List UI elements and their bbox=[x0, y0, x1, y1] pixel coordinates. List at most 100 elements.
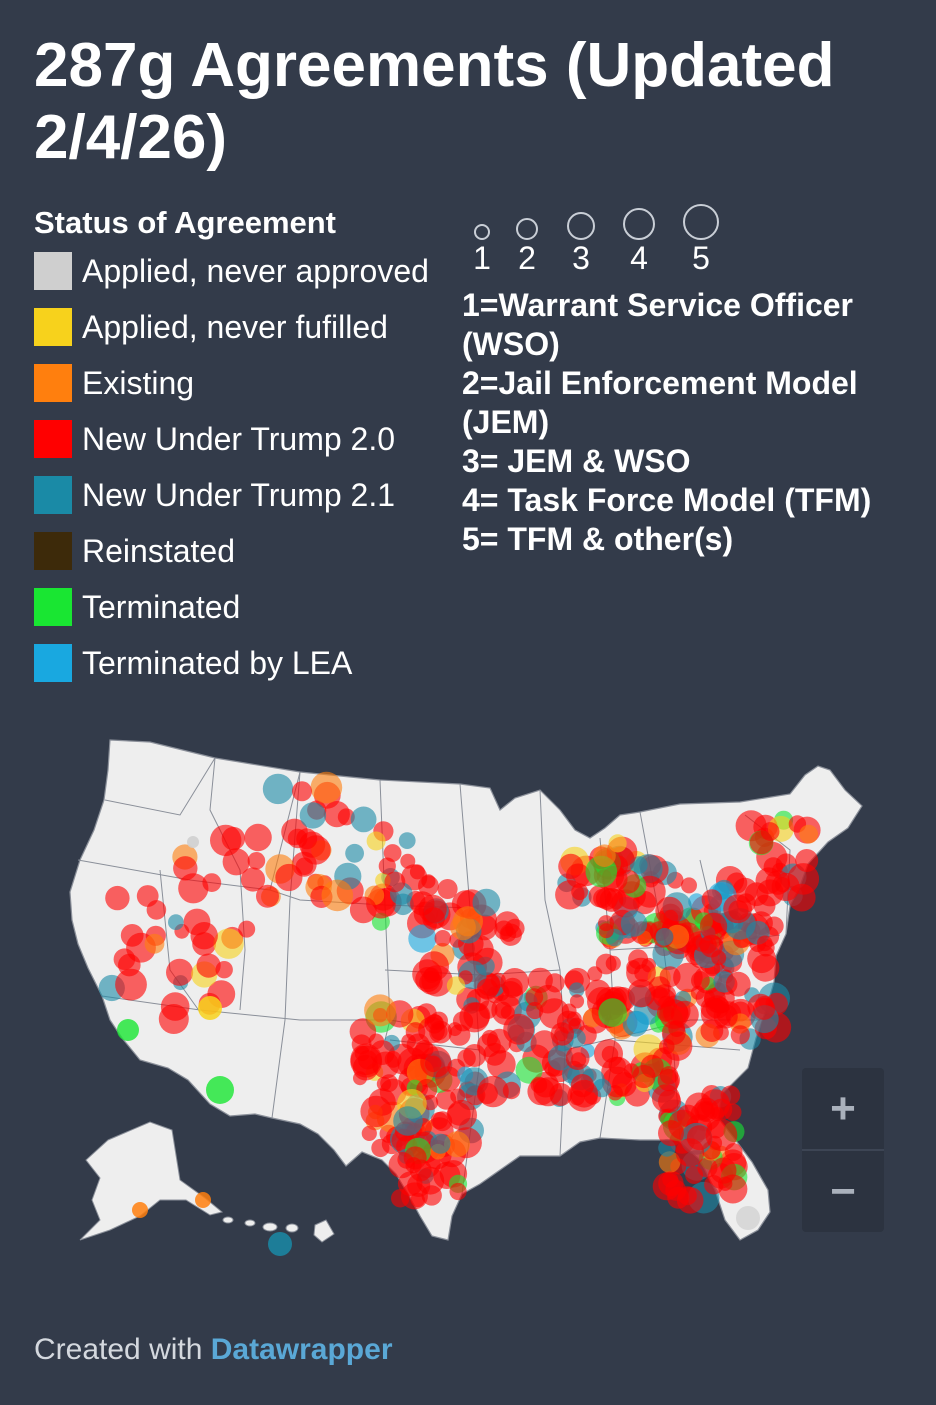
agreement-dot[interactable] bbox=[658, 1151, 681, 1173]
agreement-dot[interactable] bbox=[457, 1049, 476, 1068]
agreement-dot[interactable] bbox=[658, 1120, 684, 1147]
agreement-dot[interactable] bbox=[437, 879, 458, 899]
agreement-dot[interactable] bbox=[736, 1206, 760, 1230]
agreement-dot[interactable] bbox=[503, 1013, 535, 1045]
agreement-dot[interactable] bbox=[351, 1034, 372, 1055]
agreement-dot[interactable] bbox=[659, 1066, 679, 1085]
agreement-dot[interactable] bbox=[472, 888, 501, 917]
agreement-dot[interactable] bbox=[595, 887, 619, 910]
agreement-dot[interactable] bbox=[756, 879, 784, 907]
agreement-dot[interactable] bbox=[195, 1192, 211, 1208]
agreement-dot[interactable] bbox=[494, 920, 514, 940]
zoom-in-button[interactable]: + bbox=[830, 1083, 856, 1133]
agreement-dot[interactable] bbox=[213, 928, 244, 959]
agreement-dot[interactable] bbox=[238, 920, 256, 938]
agreement-dot[interactable] bbox=[292, 781, 312, 802]
agreement-dot[interactable] bbox=[384, 1051, 402, 1068]
zoom-out-button[interactable]: − bbox=[830, 1166, 856, 1216]
agreement-dot[interactable] bbox=[187, 836, 199, 848]
agreement-dot[interactable] bbox=[685, 1166, 704, 1184]
agreement-dot[interactable] bbox=[361, 1125, 377, 1141]
agreement-dot[interactable] bbox=[378, 857, 396, 875]
agreement-dot[interactable] bbox=[526, 1001, 544, 1020]
agreement-dot[interactable] bbox=[515, 1056, 543, 1084]
agreement-dot[interactable] bbox=[275, 863, 303, 892]
agreement-dot[interactable] bbox=[349, 896, 377, 924]
agreement-dot[interactable] bbox=[422, 907, 445, 930]
agreement-dot[interactable] bbox=[620, 910, 648, 937]
agreement-dot[interactable] bbox=[569, 994, 585, 1009]
agreement-dot[interactable] bbox=[659, 966, 681, 988]
agreement-dot[interactable] bbox=[753, 997, 776, 1020]
agreement-dot[interactable] bbox=[353, 1071, 367, 1086]
agreement-dot[interactable] bbox=[418, 1016, 445, 1044]
agreement-dot[interactable] bbox=[571, 1052, 587, 1068]
agreement-dot[interactable] bbox=[430, 1133, 451, 1154]
agreement-dot[interactable] bbox=[215, 961, 233, 979]
agreement-dot[interactable] bbox=[444, 1131, 470, 1158]
agreement-dot[interactable] bbox=[398, 832, 416, 849]
agreement-dot[interactable] bbox=[388, 1151, 415, 1179]
agreement-dot[interactable] bbox=[787, 883, 816, 912]
agreement-dot[interactable] bbox=[190, 922, 218, 950]
map-svg[interactable] bbox=[0, 720, 936, 1280]
agreement-dot[interactable] bbox=[146, 900, 167, 920]
agreement-dot[interactable] bbox=[757, 935, 773, 952]
agreement-dot[interactable] bbox=[675, 1138, 705, 1167]
agreement-dot[interactable] bbox=[571, 883, 588, 901]
agreement-dot[interactable] bbox=[166, 958, 194, 986]
agreement-dot[interactable] bbox=[393, 1106, 423, 1136]
agreement-dot[interactable] bbox=[400, 853, 416, 869]
datawrapper-link[interactable]: Datawrapper bbox=[210, 1333, 393, 1366]
us-map[interactable] bbox=[0, 720, 936, 1280]
agreement-dot[interactable] bbox=[366, 831, 386, 851]
agreement-dot[interactable] bbox=[384, 871, 406, 893]
agreement-dot[interactable] bbox=[626, 1011, 650, 1034]
agreement-dot[interactable] bbox=[452, 906, 483, 937]
agreement-dot[interactable] bbox=[477, 1033, 501, 1058]
agreement-dot[interactable] bbox=[594, 1039, 623, 1069]
agreement-dot[interactable] bbox=[561, 1003, 577, 1019]
agreement-dot[interactable] bbox=[587, 966, 603, 982]
agreement-dot[interactable] bbox=[380, 1074, 398, 1092]
agreement-dot[interactable] bbox=[446, 1099, 477, 1131]
agreement-dot[interactable] bbox=[676, 1104, 700, 1128]
agreement-dot[interactable] bbox=[240, 867, 266, 892]
agreement-dot[interactable] bbox=[299, 802, 327, 829]
agreement-dot[interactable] bbox=[117, 1019, 139, 1041]
agreement-dot[interactable] bbox=[105, 885, 130, 911]
agreement-dot[interactable] bbox=[545, 973, 565, 993]
agreement-dot[interactable] bbox=[688, 893, 705, 911]
agreement-dot[interactable] bbox=[115, 968, 147, 1001]
agreement-dot[interactable] bbox=[221, 826, 246, 851]
agreement-dot[interactable] bbox=[569, 982, 585, 998]
agreement-dot[interactable] bbox=[550, 1022, 574, 1046]
agreement-dot[interactable] bbox=[409, 864, 425, 880]
agreement-dot[interactable] bbox=[168, 914, 184, 931]
agreement-dot[interactable] bbox=[699, 935, 717, 954]
agreement-dot[interactable] bbox=[268, 1232, 292, 1256]
agreement-dot[interactable] bbox=[383, 844, 402, 862]
agreement-dot[interactable] bbox=[598, 998, 627, 1027]
agreement-dot[interactable] bbox=[533, 1077, 563, 1107]
agreement-dot[interactable] bbox=[605, 955, 621, 971]
agreement-dot[interactable] bbox=[198, 996, 222, 1020]
agreement-dot[interactable] bbox=[256, 884, 279, 908]
agreement-dot[interactable] bbox=[113, 948, 136, 970]
agreement-dot[interactable] bbox=[570, 1079, 598, 1108]
agreement-dot[interactable] bbox=[710, 1157, 737, 1184]
agreement-dot[interactable] bbox=[120, 924, 144, 947]
agreement-dot[interactable] bbox=[558, 853, 584, 879]
agreement-dot[interactable] bbox=[699, 912, 728, 941]
agreement-dot[interactable] bbox=[691, 971, 710, 990]
agreement-dot[interactable] bbox=[418, 875, 439, 897]
agreement-dot[interactable] bbox=[659, 999, 689, 1029]
agreement-dot[interactable] bbox=[350, 806, 377, 833]
agreement-dot[interactable] bbox=[206, 1076, 234, 1104]
agreement-dot[interactable] bbox=[478, 1000, 498, 1019]
agreement-dot[interactable] bbox=[608, 834, 627, 853]
agreement-dot[interactable] bbox=[658, 1089, 682, 1113]
agreement-dot[interactable] bbox=[450, 1088, 466, 1104]
agreement-dot[interactable] bbox=[247, 852, 266, 870]
agreement-dot[interactable] bbox=[640, 1054, 664, 1078]
